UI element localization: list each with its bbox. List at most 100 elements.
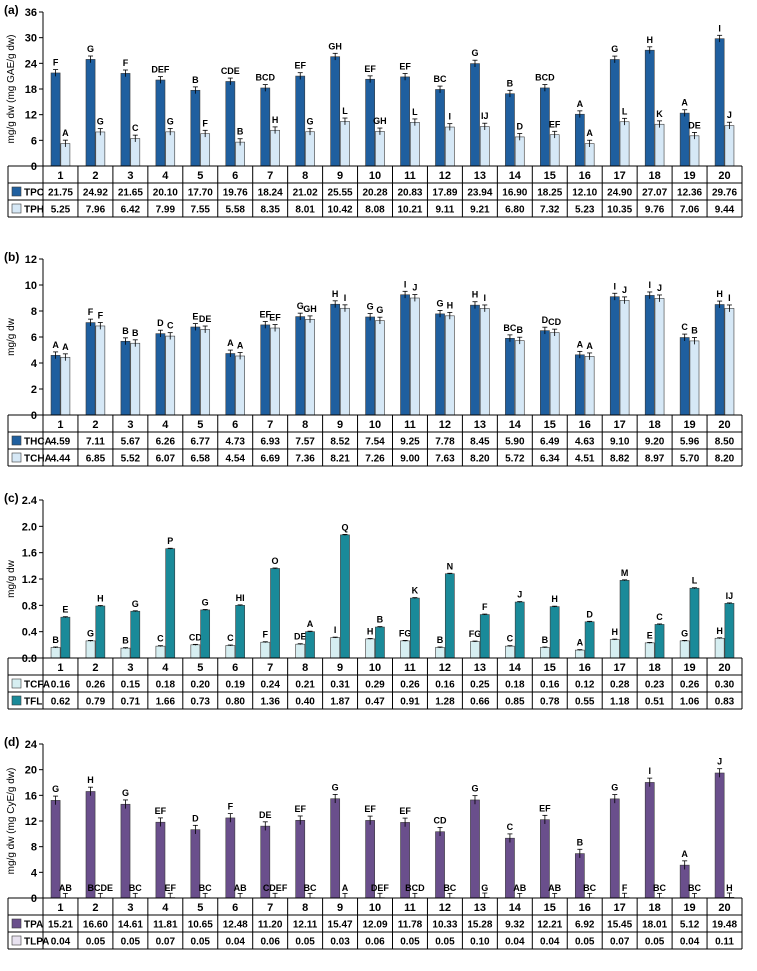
table-value: 23.94 [467, 188, 492, 199]
significance-letter: A [62, 128, 69, 138]
x-tick-label: 16 [579, 902, 591, 914]
bar-tcha [60, 356, 71, 416]
table-value: 0.04 [51, 937, 71, 948]
bar-tcha [340, 307, 350, 416]
table-value: 9.21 [470, 205, 490, 216]
bar-thca [505, 337, 515, 416]
x-tick-label: 2 [92, 419, 98, 431]
significance-letter: C [227, 633, 234, 643]
significance-letter: F [53, 58, 59, 68]
significance-letter: BCDE [88, 883, 114, 893]
x-tick-label: 13 [474, 902, 486, 914]
significance-letter: H [716, 626, 723, 636]
significance-letter: H [87, 775, 94, 785]
bar-tph [654, 123, 665, 167]
significance-letter: DEF [371, 883, 390, 893]
bar-thca [540, 330, 550, 416]
significance-letter: C [132, 123, 139, 133]
y-tick-label: 6 [31, 135, 37, 147]
bar-thca [295, 316, 306, 416]
table-value: 0.04 [540, 937, 560, 948]
table-value: 7.06 [680, 205, 700, 216]
table-value: 6.07 [156, 454, 176, 465]
table-value: 6.42 [121, 205, 141, 216]
significance-letter: G [481, 883, 488, 893]
x-tick-label: 1 [57, 170, 63, 182]
significance-letter: EF [260, 309, 272, 319]
x-tick-label: 10 [369, 419, 381, 431]
significance-letter: AB [548, 883, 561, 893]
significance-letter: D [542, 315, 549, 325]
legend-swatch-tpa [11, 918, 22, 929]
bar-tph [130, 138, 141, 167]
bar-tph [444, 126, 455, 167]
bar-tpc [714, 38, 725, 167]
x-tick-label: 12 [439, 902, 451, 914]
bar-tcfa [644, 642, 655, 659]
x-tick-label: 4 [162, 902, 169, 914]
bar-thca [225, 353, 236, 416]
bar-tpc [435, 89, 445, 167]
x-tick-label: 4 [162, 419, 169, 431]
table-value: 0.51 [645, 697, 665, 708]
significance-letter: A [586, 128, 593, 138]
table-value: 0.47 [365, 697, 385, 708]
table-value: 0.05 [121, 937, 141, 948]
significance-letter: A [307, 619, 314, 629]
bar-tfl [584, 621, 595, 659]
x-tick-label: 14 [509, 419, 522, 431]
table-value: 9.10 [610, 437, 630, 448]
y-tick-label: 0 [31, 410, 37, 422]
table-value: 0.15 [121, 680, 141, 691]
x-tick-label: 14 [509, 902, 522, 914]
bar-thca [714, 304, 725, 416]
bar-tcha [270, 327, 280, 416]
table-value: 0.62 [51, 697, 71, 708]
bar-tcha [375, 320, 385, 416]
significance-letter: C [656, 612, 663, 622]
significance-letter: H [97, 594, 104, 604]
y-tick-label: 8 [31, 842, 37, 854]
significance-letter: G [471, 48, 478, 58]
legend-swatch-thca [11, 435, 22, 446]
table-value: 8.20 [470, 454, 490, 465]
legend-swatch-tcha [11, 452, 22, 463]
table-value: 5.96 [680, 437, 700, 448]
y-tick-label: 0.8 [22, 600, 37, 612]
significance-letter: F [228, 802, 234, 812]
bar-tph [270, 129, 280, 167]
significance-letter: A [342, 883, 349, 893]
significance-letter: DE [688, 120, 701, 130]
bar-tcha [619, 300, 630, 416]
x-tick-label: 3 [127, 662, 133, 674]
table-value: 0.10 [470, 937, 490, 948]
bar-tpc [50, 72, 61, 167]
significance-letter: CDEF [263, 883, 288, 893]
significance-letter: B [192, 75, 199, 85]
bar-tfl [654, 624, 665, 659]
significance-letter: D [192, 813, 199, 823]
significance-letter: IJ [726, 591, 734, 601]
bar-tcha [305, 319, 315, 416]
table-value: 17.70 [188, 188, 213, 199]
y-tick-label: 18 [25, 84, 37, 96]
significance-letter: B [377, 615, 384, 625]
table-value: 15.45 [607, 920, 632, 931]
significance-letter: J [622, 285, 627, 295]
table-value: 0.05 [575, 937, 595, 948]
table-value: 5.58 [225, 205, 245, 216]
bar-thca [155, 333, 166, 416]
table-value: 0.30 [715, 680, 735, 691]
bar-tcfa [85, 640, 96, 659]
bar-thca [365, 316, 375, 416]
table-value: 0.25 [470, 680, 490, 691]
table-value: 5.25 [51, 205, 71, 216]
significance-letter: E [62, 605, 68, 615]
table-value: 12.36 [677, 188, 702, 199]
bar-tpa [679, 864, 690, 899]
significance-letter: G [367, 302, 374, 312]
bar-tph [724, 125, 735, 167]
table-value: 11.20 [258, 920, 283, 931]
table-value: 20.10 [153, 188, 178, 199]
significance-letter: BC [434, 74, 447, 84]
